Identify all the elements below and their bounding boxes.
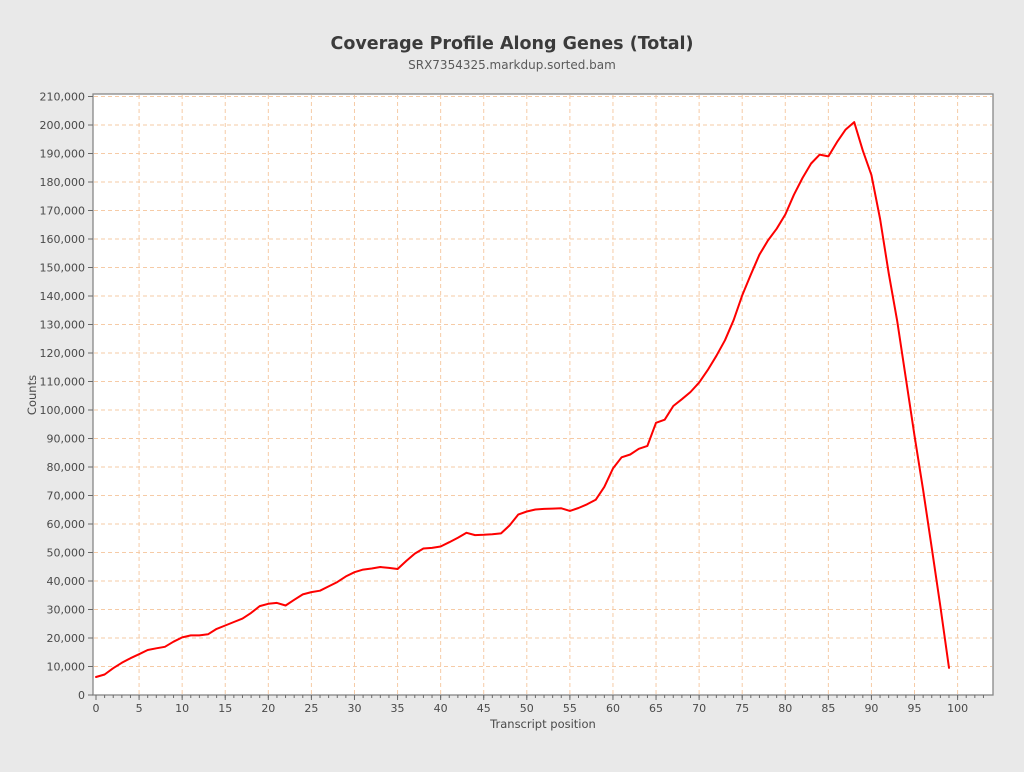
y-tick-label: 210,000 bbox=[40, 90, 86, 103]
x-tick-label: 0 bbox=[93, 702, 100, 715]
x-tick-label: 80 bbox=[778, 702, 792, 715]
y-tick-label: 150,000 bbox=[40, 261, 86, 274]
x-tick-label: 25 bbox=[304, 702, 318, 715]
x-tick-label: 65 bbox=[649, 702, 663, 715]
y-tick-label: 190,000 bbox=[40, 147, 86, 160]
y-tick-label: 50,000 bbox=[47, 546, 86, 559]
y-tick-label: 70,000 bbox=[47, 489, 86, 502]
y-tick-label: 20,000 bbox=[47, 632, 86, 645]
chart-subtitle: SRX7354325.markdup.sorted.bam bbox=[408, 58, 616, 72]
y-tick-label: 30,000 bbox=[47, 603, 86, 616]
x-tick-label: 95 bbox=[908, 702, 922, 715]
x-tick-label: 20 bbox=[261, 702, 275, 715]
y-tick-label: 120,000 bbox=[40, 347, 86, 360]
x-tick-label: 85 bbox=[821, 702, 835, 715]
y-tick-label: 10,000 bbox=[47, 660, 86, 673]
x-tick-label: 90 bbox=[864, 702, 878, 715]
y-tick-label: 110,000 bbox=[40, 375, 86, 388]
y-tick-label: 160,000 bbox=[40, 233, 86, 246]
x-tick-label: 40 bbox=[434, 702, 448, 715]
plot-area: 0 10,000 20,000 30,000 40,000 50,000 60,000 70,… bbox=[40, 90, 994, 715]
x-tick-label: 100 bbox=[947, 702, 968, 715]
x-tick-label: 30 bbox=[347, 702, 361, 715]
y-tick-label: 180,000 bbox=[40, 176, 86, 189]
y-tick-label: 40,000 bbox=[47, 575, 86, 588]
x-tick-label: 55 bbox=[563, 702, 577, 715]
x-tick-label: 60 bbox=[606, 702, 620, 715]
chart-title: Coverage Profile Along Genes (Total) bbox=[331, 34, 694, 54]
y-axis-title: Counts bbox=[25, 375, 39, 415]
x-tick-label: 45 bbox=[477, 702, 491, 715]
y-tick-label: 170,000 bbox=[40, 204, 86, 217]
x-tick-label: 70 bbox=[692, 702, 706, 715]
x-tick-label: 35 bbox=[391, 702, 405, 715]
y-tick-label: 130,000 bbox=[40, 318, 86, 331]
y-tick-label: 90,000 bbox=[47, 432, 86, 445]
y-tick-label: 60,000 bbox=[47, 518, 86, 531]
x-tick-label: 50 bbox=[520, 702, 534, 715]
x-tick-label: 15 bbox=[218, 702, 232, 715]
coverage-line bbox=[95, 121, 950, 678]
plot-background bbox=[93, 94, 993, 695]
x-tick-label: 10 bbox=[175, 702, 189, 715]
y-tick-label: 200,000 bbox=[40, 119, 86, 132]
x-axis-title: Transcript position bbox=[489, 717, 596, 731]
x-tick-label: 75 bbox=[735, 702, 749, 715]
y-tick-label: 0 bbox=[78, 689, 85, 702]
y-tick-label: 100,000 bbox=[40, 404, 86, 417]
x-tick-label: 5 bbox=[136, 702, 143, 715]
y-tick-label: 80,000 bbox=[47, 461, 86, 474]
y-tick-label: 140,000 bbox=[40, 290, 86, 303]
plot-border bbox=[92, 93, 994, 696]
